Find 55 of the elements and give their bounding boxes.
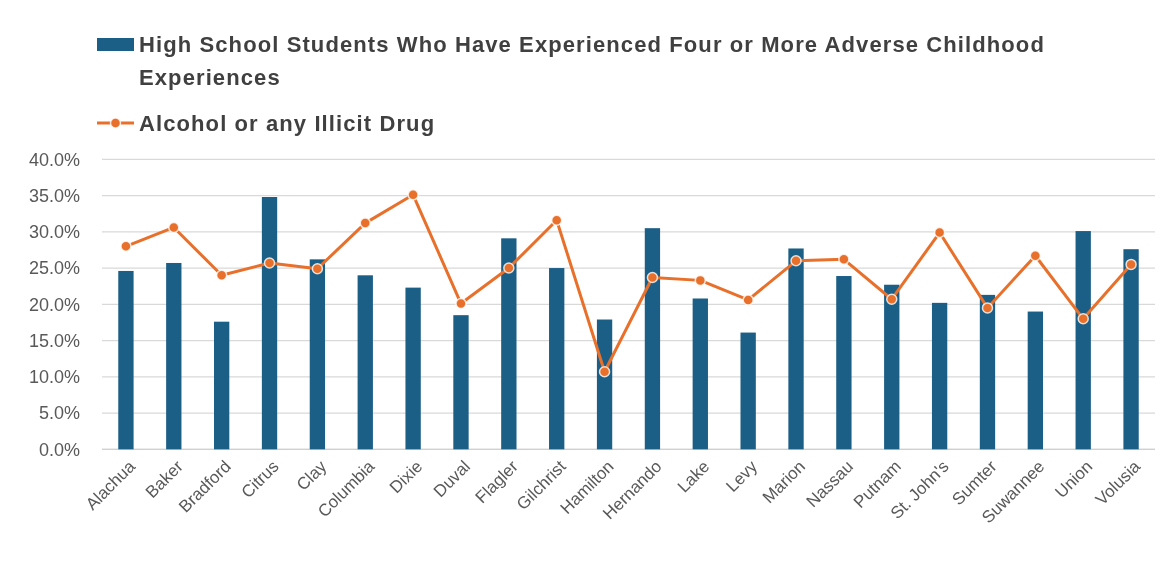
- bar: [979, 294, 996, 450]
- bar: [118, 270, 134, 450]
- point: [359, 217, 371, 229]
- bar: [788, 248, 804, 450]
- bar: [836, 276, 852, 450]
- y-tick-label: 5.0%: [38, 403, 80, 424]
- bar: [309, 259, 326, 450]
- point: [981, 302, 994, 314]
- y-tick-label: 35.0%: [28, 185, 80, 206]
- point: [503, 262, 515, 274]
- bar: [549, 268, 565, 450]
- y-tick-label: 40.0%: [28, 149, 80, 170]
- point: [694, 274, 707, 287]
- point: [838, 253, 850, 266]
- point: [1125, 258, 1137, 271]
- bar: [644, 228, 661, 450]
- point: [1077, 313, 1089, 325]
- y-tick-label: 20.0%: [28, 294, 80, 315]
- bar: [1123, 249, 1139, 450]
- point: [168, 221, 180, 234]
- bar: [453, 315, 469, 450]
- y-tick-label: 30.0%: [28, 222, 80, 243]
- bar: [405, 287, 421, 450]
- bar: [261, 197, 278, 450]
- point: [311, 263, 324, 275]
- bar: [357, 275, 373, 450]
- bar: [740, 332, 756, 450]
- bar: [1027, 311, 1043, 450]
- point: [407, 189, 419, 201]
- y-tick-label: 15.0%: [28, 330, 80, 351]
- bar: [596, 319, 613, 450]
- y-tick-label: 10.0%: [28, 367, 80, 388]
- point: [215, 269, 228, 282]
- bar: [166, 262, 182, 450]
- point: [550, 214, 563, 226]
- y-tick-label: 0.0%: [38, 439, 80, 460]
- bar: [692, 298, 708, 450]
- point: [646, 271, 659, 284]
- legend-label: High School Students Who Have Experienced Four or More Adverse Childhood Experiences: [139, 32, 1045, 90]
- point: [933, 226, 946, 239]
- point: [598, 365, 611, 378]
- point: [742, 294, 754, 306]
- point: [886, 293, 898, 305]
- legend-label: Alcohol or any Illicit Drug: [139, 111, 436, 136]
- bar: [1075, 231, 1091, 450]
- bar: [501, 238, 517, 450]
- point: [263, 257, 276, 269]
- bar: [214, 321, 230, 450]
- bar: [884, 284, 900, 450]
- point: [790, 255, 802, 267]
- y-tick-label: 25.0%: [28, 258, 80, 279]
- point: [455, 297, 467, 310]
- point: [120, 240, 132, 253]
- bar: [931, 302, 948, 450]
- point: [1029, 249, 1042, 262]
